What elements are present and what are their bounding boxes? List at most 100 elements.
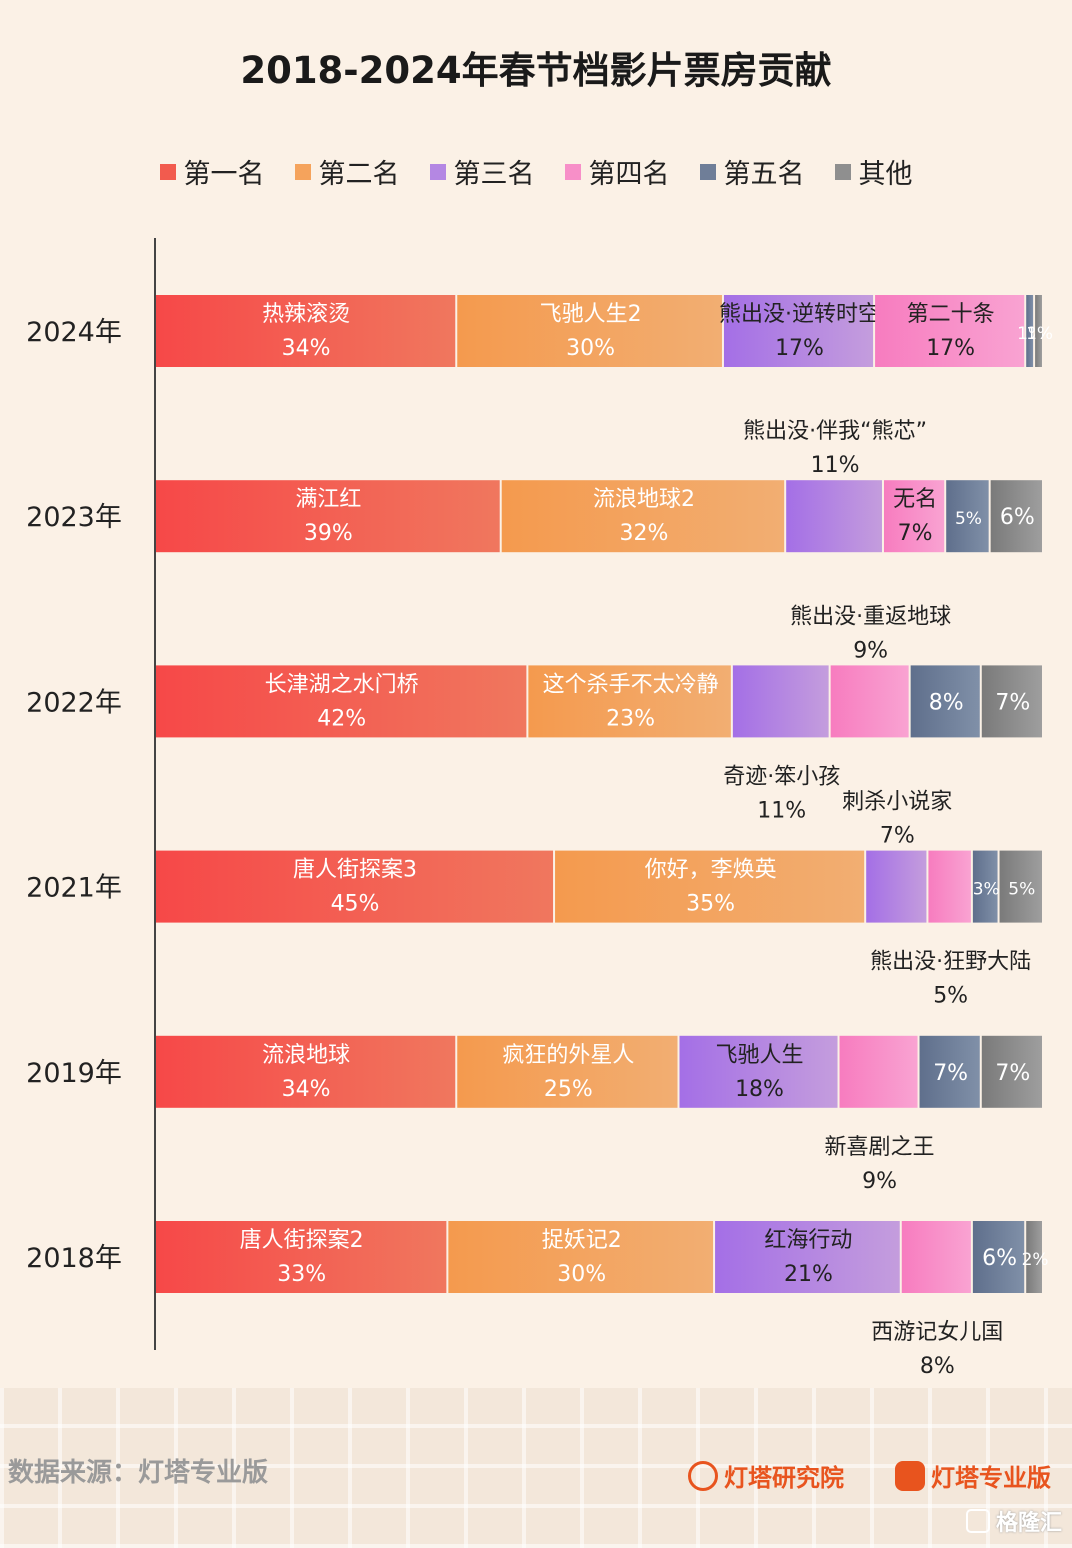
data-label-value: 7% bbox=[995, 690, 1030, 715]
data-label-value: 33% bbox=[277, 1262, 326, 1287]
bar-segment bbox=[457, 295, 722, 367]
data-label-value: 21% bbox=[784, 1262, 833, 1287]
legend-swatch bbox=[429, 163, 446, 180]
data-label-name: 唐人街探案3 bbox=[293, 858, 417, 883]
data-label-value: 35% bbox=[686, 892, 735, 917]
legend-label: 第四名 bbox=[588, 159, 670, 190]
bar-segment bbox=[839, 1035, 918, 1108]
legend-item-3: 第四名 bbox=[564, 152, 670, 191]
bar-segment bbox=[155, 1035, 456, 1108]
bar-segment bbox=[715, 1221, 900, 1293]
data-label-name: 长津湖之水门桥 bbox=[265, 672, 419, 697]
legend-swatch bbox=[564, 163, 581, 180]
bar-segment bbox=[155, 480, 500, 553]
bar-segment bbox=[155, 850, 554, 923]
category-label: 2022年 bbox=[26, 687, 122, 718]
legend-item-0: 第一名 bbox=[159, 152, 265, 191]
bar-segment bbox=[999, 850, 1042, 923]
data-label-name: 流浪地球 bbox=[262, 1043, 350, 1068]
data-label-name: 热辣滚烫 bbox=[262, 302, 350, 327]
bar-segment bbox=[786, 480, 882, 553]
bar-segment bbox=[928, 850, 971, 923]
legend-label: 第二名 bbox=[318, 159, 400, 190]
data-label-value: 3% bbox=[973, 880, 1000, 900]
source-note: 数据来源：灯塔专业版 bbox=[8, 1458, 269, 1488]
data-label-value: 30% bbox=[557, 1262, 606, 1287]
data-label-name: 疯狂的外星人 bbox=[502, 1043, 634, 1068]
bar-segment bbox=[990, 480, 1042, 553]
bar-segment bbox=[919, 1035, 980, 1108]
data-label-name: 熊出没·狂野大陆 bbox=[870, 950, 1031, 975]
data-label-name: 刺杀小说家 bbox=[842, 790, 952, 815]
brand-pro: 灯塔专业版 bbox=[895, 1458, 1051, 1493]
category-label: 2023年 bbox=[26, 502, 122, 533]
bar-segment bbox=[528, 665, 731, 738]
data-label-name: 你好，李焕英 bbox=[645, 858, 777, 883]
brand-pro-label: 灯塔专业版 bbox=[931, 1464, 1051, 1492]
data-label-value: 30% bbox=[566, 336, 615, 361]
data-label-value: 9% bbox=[862, 1169, 897, 1194]
bar-segment bbox=[981, 665, 1042, 738]
legend-label: 其他 bbox=[858, 159, 913, 190]
data-label-value: 7% bbox=[933, 1061, 968, 1086]
bar-segment bbox=[155, 665, 527, 738]
footer-pattern bbox=[0, 1388, 1072, 1548]
bar-chart-plot: 2024年 热辣滚烫 34% 飞驰人生2 30% 熊出没·逆转时空 17% 第二十条 17% 1%… bbox=[26, 238, 1053, 1379]
bar-segment bbox=[555, 850, 865, 923]
data-label-value: 5% bbox=[933, 984, 968, 1009]
category-label: 2021年 bbox=[26, 873, 122, 904]
data-label-value: 34% bbox=[282, 1077, 331, 1102]
bar-segment bbox=[1035, 295, 1042, 367]
bar-segment bbox=[501, 480, 785, 553]
data-label-value: 5% bbox=[1008, 880, 1035, 900]
data-label-value: 8% bbox=[929, 690, 964, 715]
data-label-value: 25% bbox=[544, 1077, 593, 1102]
data-label-value: 18% bbox=[735, 1077, 784, 1102]
bar-segment bbox=[448, 1221, 714, 1293]
legend-label: 第一名 bbox=[183, 159, 265, 190]
data-label-name: 第二十条 bbox=[907, 302, 995, 327]
legend: 第一名 第二名 第三名 第四名 第五名 其他 bbox=[0, 152, 1072, 191]
category-label: 2019年 bbox=[26, 1058, 122, 1089]
data-label-value: 5% bbox=[955, 509, 982, 529]
watermark: 格隆汇 bbox=[965, 1505, 1062, 1537]
bar-segment bbox=[866, 850, 927, 923]
data-label-name: 熊出没·逆转时空 bbox=[719, 302, 880, 327]
legend-swatch bbox=[699, 163, 716, 180]
data-label-name: 这个杀手不太冷静 bbox=[543, 672, 719, 697]
data-label-value: 32% bbox=[619, 521, 668, 546]
data-label-name: 西游记女儿国 bbox=[871, 1320, 1003, 1345]
data-label-name: 奇迹·笨小孩 bbox=[723, 764, 840, 789]
bar-segment bbox=[830, 665, 909, 738]
data-label-value: 7% bbox=[995, 1061, 1030, 1086]
data-label-name: 捉妖记2 bbox=[542, 1228, 622, 1253]
data-label-value: 2% bbox=[1022, 1250, 1049, 1270]
bar-segment bbox=[972, 1221, 1025, 1293]
data-label-name: 熊出没·重返地球 bbox=[790, 604, 951, 629]
bars-layer: 2024年 热辣滚烫 34% 飞驰人生2 30% 熊出没·逆转时空 17% 第二十条 17% 1%… bbox=[26, 295, 1053, 1379]
data-label-name: 无名 bbox=[893, 487, 937, 512]
data-label-name: 新喜剧之王 bbox=[825, 1135, 935, 1160]
data-label-value: 23% bbox=[606, 706, 655, 731]
data-label-name: 飞驰人生 bbox=[716, 1043, 804, 1068]
legend-item-2: 第三名 bbox=[429, 152, 535, 191]
data-label-value: 45% bbox=[331, 892, 380, 917]
data-label-value: 34% bbox=[282, 336, 331, 361]
data-label-name: 唐人街探案2 bbox=[240, 1228, 364, 1253]
chart-title: 2018-2024年春节档影片票房贡献 bbox=[240, 49, 832, 92]
data-label-name: 满江红 bbox=[295, 487, 361, 512]
bar-segment bbox=[723, 295, 874, 367]
bar-segment bbox=[901, 1221, 971, 1293]
bar-segment bbox=[910, 665, 980, 738]
bar-segment bbox=[875, 295, 1025, 367]
data-label-value: 9% bbox=[853, 638, 888, 663]
bar-segment bbox=[1026, 295, 1034, 367]
data-label-value: 39% bbox=[304, 521, 353, 546]
data-label-name: 熊出没·伴我“熊芯” bbox=[743, 419, 927, 444]
bar-segment bbox=[981, 1035, 1042, 1108]
legend-label: 第五名 bbox=[723, 159, 805, 190]
bar-segment bbox=[972, 850, 998, 923]
watermark-logo-icon bbox=[965, 1509, 990, 1533]
legend-label: 第三名 bbox=[453, 159, 535, 190]
bar-segment bbox=[679, 1035, 838, 1108]
